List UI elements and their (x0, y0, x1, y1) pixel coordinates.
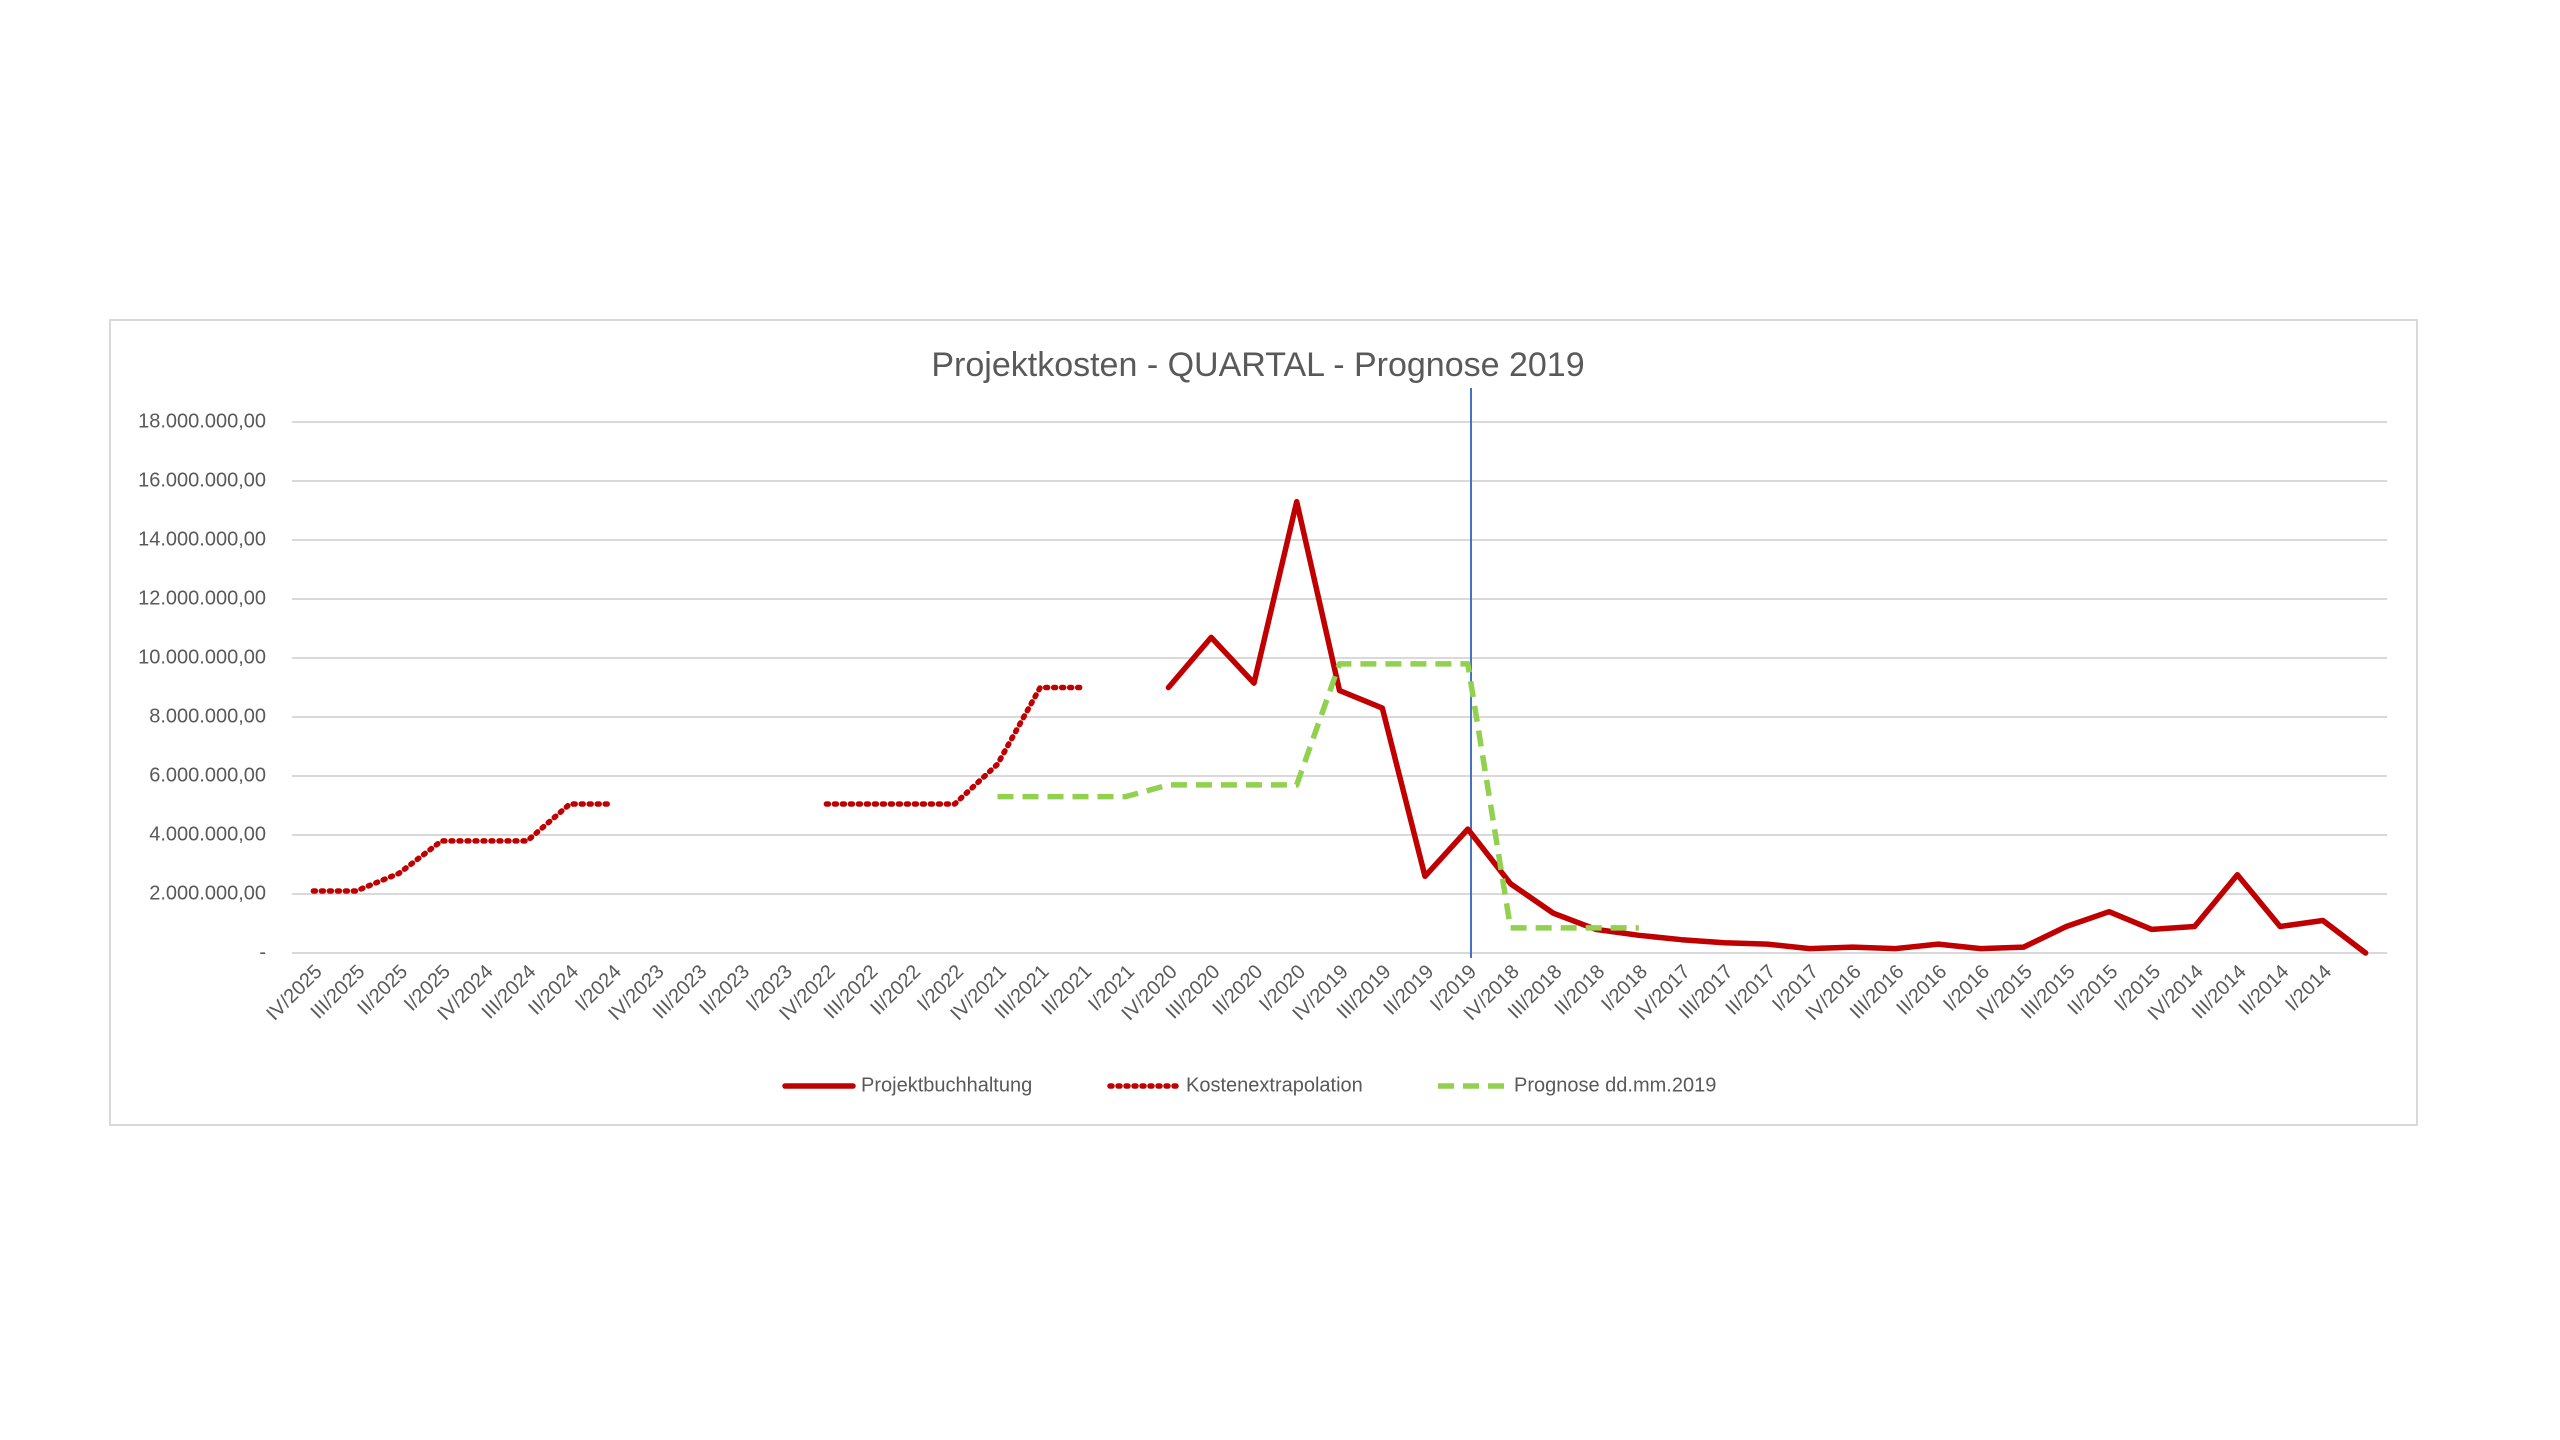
series-line (1165, 498, 2369, 956)
chart-title: Projektkosten - QUARTAL - Prognose 2019 (931, 346, 1584, 384)
y-tick-label: 18.000.000,00 (138, 410, 266, 432)
y-tick-label: 4.000.000,00 (149, 823, 266, 845)
y-tick-label: 12.000.000,00 (138, 587, 266, 609)
legend-label: Projektbuchhaltung (861, 1074, 1032, 1096)
y-tick-label: 6.000.000,00 (149, 764, 266, 786)
y-tick-label: - (259, 941, 266, 963)
y-tick-label: 2.000.000,00 (149, 882, 266, 904)
series-line (823, 684, 1086, 807)
y-tick-label: 16.000.000,00 (138, 469, 266, 491)
y-tick-label: 10.000.000,00 (138, 646, 266, 668)
y-tick-label: 8.000.000,00 (149, 705, 266, 727)
series-line (997, 661, 1639, 931)
legend-label: Prognose dd.mm.2019 (1514, 1074, 1716, 1096)
series-line (310, 801, 616, 894)
y-tick-label: 14.000.000,00 (138, 528, 266, 550)
legend-label: Kostenextrapolation (1186, 1074, 1363, 1096)
chart-frame (109, 319, 2418, 1126)
